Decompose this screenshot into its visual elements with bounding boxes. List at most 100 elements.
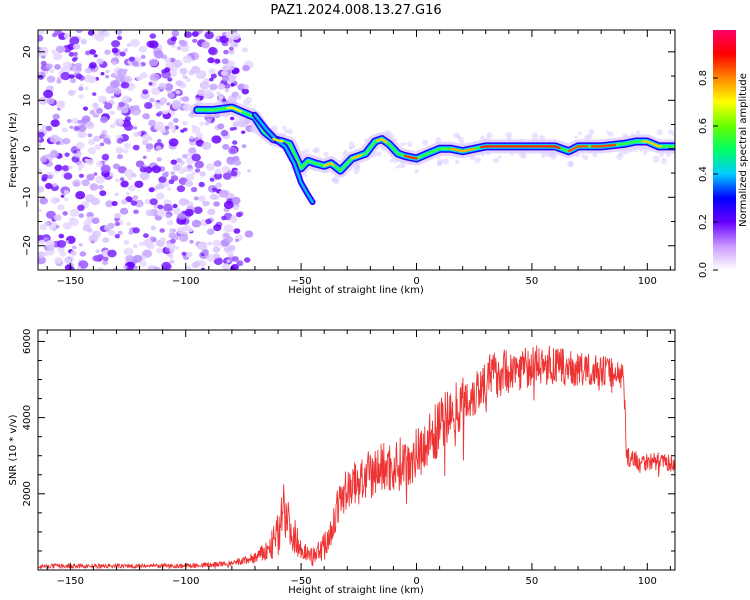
halo-dot bbox=[437, 155, 441, 159]
noise-blob bbox=[244, 230, 254, 238]
noise-blob bbox=[76, 67, 82, 72]
noise-blob bbox=[103, 225, 111, 231]
noise-blob bbox=[91, 217, 100, 224]
halo-dot bbox=[349, 146, 353, 150]
noise-blob bbox=[49, 150, 59, 158]
noise-blob bbox=[230, 148, 236, 153]
noise-blob bbox=[186, 78, 191, 83]
noise-blob bbox=[123, 265, 128, 270]
noise-blob bbox=[124, 123, 134, 131]
noise-blob bbox=[149, 73, 160, 82]
noise-blob bbox=[215, 35, 220, 39]
halo-dot bbox=[574, 151, 580, 157]
noise-blob bbox=[126, 221, 132, 226]
noise-blob bbox=[221, 58, 229, 65]
noise-blob bbox=[132, 144, 140, 151]
noise-blob bbox=[233, 159, 242, 166]
noise-blob bbox=[223, 200, 234, 210]
noise-blob bbox=[206, 228, 215, 235]
noise-blob bbox=[201, 41, 210, 49]
noise-blob bbox=[99, 116, 109, 124]
halo-dot bbox=[437, 158, 443, 165]
noise-blob bbox=[157, 204, 164, 210]
noise-blob bbox=[149, 198, 158, 206]
noise-blob bbox=[117, 137, 123, 142]
noise-blob bbox=[137, 57, 142, 62]
noise-blob bbox=[145, 209, 154, 217]
noise-blob bbox=[191, 261, 200, 269]
noise-blob bbox=[139, 171, 150, 181]
halo-dot bbox=[396, 165, 400, 169]
noise-blob bbox=[182, 127, 188, 132]
noise-blob bbox=[38, 34, 44, 42]
y-tick-label: 2000 bbox=[22, 481, 33, 506]
noise-blob bbox=[41, 55, 46, 59]
noise-blob bbox=[208, 47, 217, 55]
noise-blob bbox=[171, 30, 180, 37]
noise-blob bbox=[81, 115, 91, 123]
noise-blob bbox=[158, 111, 163, 115]
noise-blob bbox=[170, 238, 176, 244]
ridge-core-segment bbox=[590, 143, 617, 148]
noise-blob bbox=[197, 242, 208, 251]
noise-blob bbox=[86, 121, 94, 127]
noise-blob bbox=[132, 254, 143, 263]
halo-dot bbox=[204, 94, 209, 99]
noise-blob bbox=[201, 267, 205, 270]
noise-blob bbox=[199, 171, 206, 177]
noise-blob bbox=[136, 75, 143, 81]
noise-blob bbox=[232, 256, 239, 262]
noise-blob bbox=[204, 31, 214, 40]
colorbar-tick-label: 0.8 bbox=[698, 70, 709, 86]
halo-dot bbox=[581, 154, 585, 158]
noise-blob bbox=[181, 251, 187, 256]
x-tick-label: 100 bbox=[638, 576, 657, 587]
halo-dot bbox=[406, 141, 413, 147]
noise-blob bbox=[73, 150, 78, 154]
noise-blob bbox=[212, 239, 221, 247]
noise-blob bbox=[228, 49, 235, 55]
noise-blob bbox=[182, 74, 187, 79]
halo-dot bbox=[521, 153, 527, 159]
noise-blob bbox=[38, 185, 45, 193]
noise-blob bbox=[96, 58, 104, 65]
noise-blob bbox=[133, 126, 138, 130]
noise-blob bbox=[38, 256, 46, 265]
halo-dot bbox=[672, 150, 675, 155]
noise-blob bbox=[100, 72, 105, 76]
halo-dot bbox=[299, 150, 305, 157]
halo-dot bbox=[486, 132, 493, 139]
halo-dot bbox=[325, 169, 330, 174]
noise-blob bbox=[132, 243, 138, 249]
noise-blob bbox=[78, 173, 84, 178]
noise-blob bbox=[121, 81, 130, 89]
noise-blob bbox=[154, 101, 160, 106]
noise-blob bbox=[232, 140, 238, 145]
noise-blob bbox=[105, 69, 110, 74]
halo-dot bbox=[661, 157, 668, 164]
noise-blob bbox=[149, 33, 157, 39]
noise-blob bbox=[134, 199, 144, 208]
noise-blob bbox=[195, 74, 202, 79]
noise-blob bbox=[39, 156, 48, 163]
noise-blob bbox=[198, 195, 206, 202]
halo-dot bbox=[351, 145, 356, 149]
halo-dot bbox=[541, 153, 546, 159]
noise-blob bbox=[38, 168, 42, 173]
noise-blob bbox=[242, 84, 249, 90]
noise-blob bbox=[194, 168, 201, 173]
y-tick-label: 6000 bbox=[22, 329, 33, 354]
noise-blob bbox=[88, 234, 99, 243]
noise-blob bbox=[209, 77, 214, 82]
noise-blob bbox=[235, 238, 240, 243]
halo-dot bbox=[622, 148, 630, 155]
branch-inner bbox=[253, 113, 314, 204]
noise-blob bbox=[38, 208, 43, 212]
halo-dot bbox=[354, 164, 361, 170]
halo-dot bbox=[474, 157, 481, 164]
noise-blob bbox=[62, 137, 71, 145]
snr-y-ticks: 2000 4000 6000 bbox=[22, 329, 675, 552]
noise-blob bbox=[114, 234, 120, 239]
noise-blob bbox=[39, 197, 48, 205]
noise-blob bbox=[175, 246, 180, 250]
